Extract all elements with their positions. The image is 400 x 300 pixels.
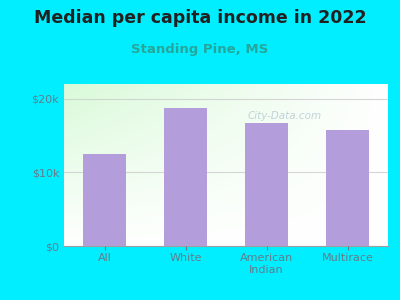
Text: Standing Pine, MS: Standing Pine, MS <box>131 44 269 56</box>
Text: City-Data.com: City-Data.com <box>247 111 321 122</box>
Bar <box>326 130 368 246</box>
Bar <box>246 123 288 246</box>
Bar <box>84 154 126 246</box>
Bar <box>164 108 206 246</box>
Text: Median per capita income in 2022: Median per capita income in 2022 <box>34 9 366 27</box>
